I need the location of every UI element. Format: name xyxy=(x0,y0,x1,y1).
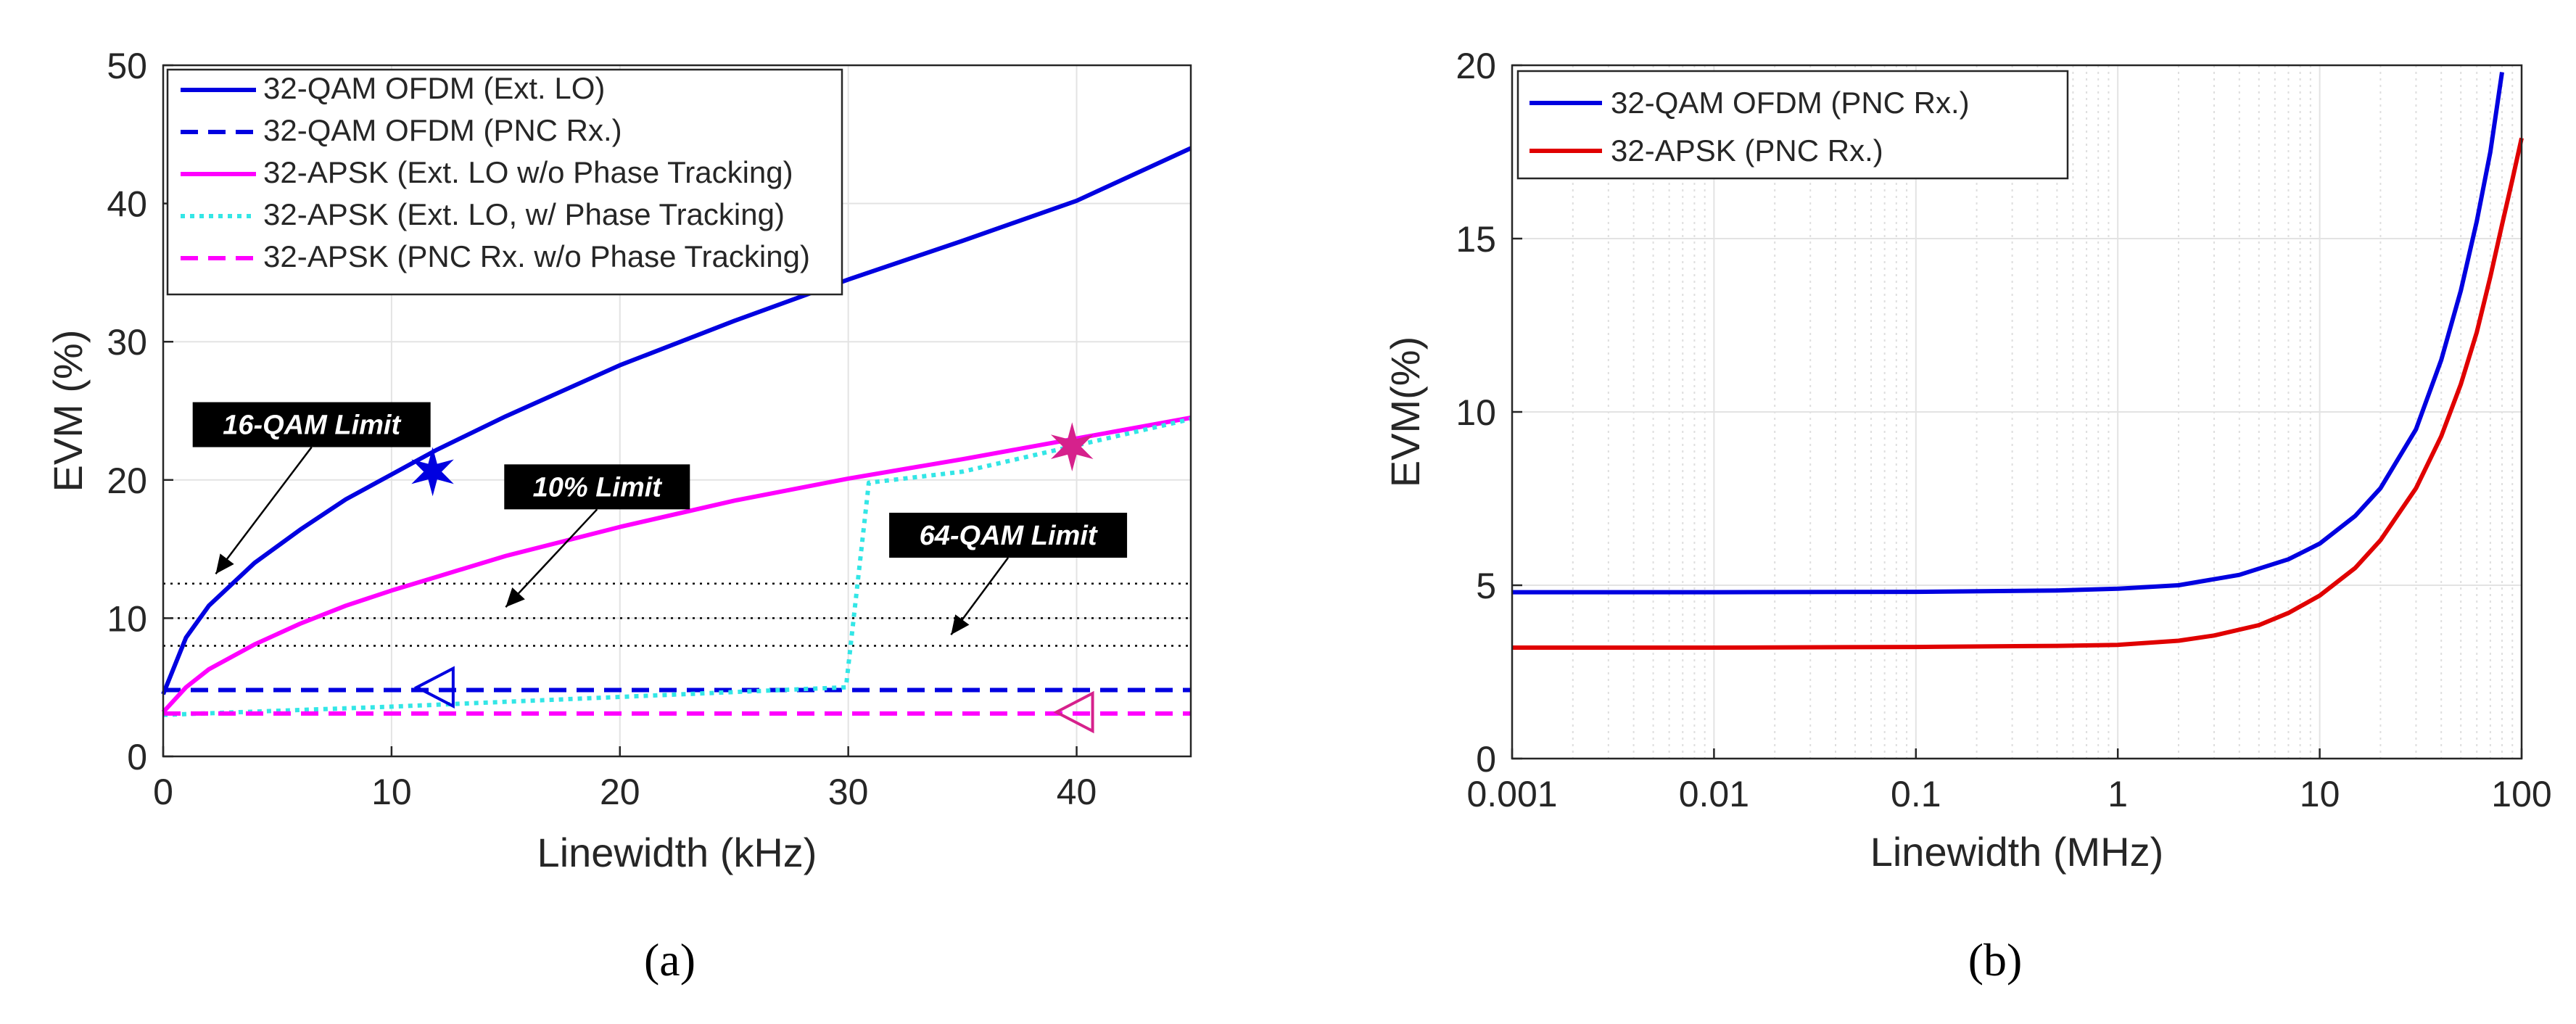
annotation-box xyxy=(504,464,690,510)
annotation-arrow-head xyxy=(505,587,525,608)
legend-entry: 32-QAM OFDM (Ext. LO) xyxy=(263,71,605,105)
y-tick-label: 40 xyxy=(107,184,147,225)
x-tick-label: 10 xyxy=(2300,774,2340,814)
legend-box xyxy=(166,68,843,296)
reference-lines xyxy=(163,582,1191,647)
chart-b: 0.001 0.01 0.1 1 10 100 0 5 10 15 20 Linewidth (MH… xyxy=(1382,46,2552,986)
x-tick-label: 1 xyxy=(2108,774,2128,814)
x-tick-label: 30 xyxy=(828,772,869,812)
series-line-32-apsk-pnc-rx xyxy=(1512,137,2524,650)
x-tick-label: 0.1 xyxy=(1891,774,1941,814)
tick-labels: 0 10 20 30 40 0 10 20 30 40 50 xyxy=(107,46,1097,812)
series-line-32-qam-ofdm-ext-lo xyxy=(161,146,1192,695)
x-tick-label: 100 xyxy=(2491,774,2551,814)
x-tick-label: 40 xyxy=(1057,772,1097,812)
y-tick-label: 30 xyxy=(107,322,147,363)
star-marker xyxy=(411,447,454,497)
legend-entry: 32-APSK (PNC Rx. w/o Phase Tracking) xyxy=(263,239,810,273)
series-group xyxy=(161,146,1192,717)
annotation-label-64-qam-limit: 64-QAM Limit xyxy=(920,521,1098,551)
legend-entry: 32-QAM OFDM (PNC Rx.) xyxy=(1611,86,1970,120)
legend-entry: 32-QAM OFDM (PNC Rx.) xyxy=(263,113,622,147)
annotation-arrow-head xyxy=(951,614,970,635)
star-marker xyxy=(1050,422,1094,471)
x-tick-label: 0.01 xyxy=(1679,774,1749,814)
series-line-32-qam-ofdm-pnc-rx xyxy=(1512,72,2504,595)
x-axis-label: Linewidth (MHz) xyxy=(1870,829,2164,875)
annotation-label-16-qam-limit: 16-QAM Limit xyxy=(223,410,401,441)
triangle-marker xyxy=(413,666,455,709)
legend-entry: 32-APSK (Ext. LO, w/ Phase Tracking) xyxy=(263,197,785,231)
y-tick-label: 10 xyxy=(107,598,147,639)
x-tick-label: 10 xyxy=(371,772,412,812)
annotations: 16-QAM Limit 10% Limit 64-QAM Limit xyxy=(192,402,1128,636)
y-axis-label: EVM(%) xyxy=(1382,336,1428,487)
chart-a: 16-QAM Limit 10% Limit 64-QAM Limit 0 10 20 3… xyxy=(45,46,1192,986)
triangle-marker xyxy=(1053,690,1094,734)
plot-border xyxy=(162,64,1192,758)
legend-box xyxy=(1516,70,2069,180)
x-axis-label: Linewidth (kHz) xyxy=(537,830,817,875)
y-tick-label: 0 xyxy=(127,737,147,777)
legend-entry: 32-APSK (Ext. LO w/o Phase Tracking) xyxy=(263,155,793,189)
tick-labels: 0.001 0.01 0.1 1 10 100 0 5 10 15 20 xyxy=(1456,46,2551,814)
y-tick-label: 15 xyxy=(1456,219,1496,260)
caption-a: (a) xyxy=(644,934,695,986)
y-tick-label: 50 xyxy=(107,46,147,86)
y-tick-label: 10 xyxy=(1456,392,1496,433)
y-tick-label: 20 xyxy=(107,461,147,501)
y-tick-label: 5 xyxy=(1476,566,1496,606)
series-line-32-apsk-ext-lo-w-o-phase-tracking xyxy=(161,416,1192,714)
x-tick-label: 0 xyxy=(153,772,173,812)
x-tick-label: 0.001 xyxy=(1466,774,1557,814)
annotation-arrow-head xyxy=(215,553,234,574)
annotation-arrow-line xyxy=(215,446,313,575)
series-line-32-apsk-ext-lo-w-phase-tracking xyxy=(162,416,1192,717)
series-group xyxy=(1512,72,2524,650)
annotation-box xyxy=(889,513,1128,558)
caption-b: (b) xyxy=(1968,934,2023,986)
y-tick-label: 20 xyxy=(1456,46,1496,86)
annotation-box xyxy=(192,402,431,447)
legend: 32-QAM OFDM (Ext. LO) 32-QAM OFDM (PNC Rx… xyxy=(166,68,843,296)
markers xyxy=(411,422,1094,734)
legend: 32-QAM OFDM (PNC Rx.) 32-APSK (PNC Rx.) xyxy=(1516,70,2069,180)
x-tick-label: 20 xyxy=(600,772,640,812)
annotation-label-10-limit: 10% Limit xyxy=(533,472,663,503)
annotation-arrow-line xyxy=(505,508,598,608)
legend-entry: 32-APSK (PNC Rx.) xyxy=(1611,133,1883,168)
y-axis-label: EVM (%) xyxy=(45,330,91,492)
y-tick-label: 0 xyxy=(1476,739,1496,780)
